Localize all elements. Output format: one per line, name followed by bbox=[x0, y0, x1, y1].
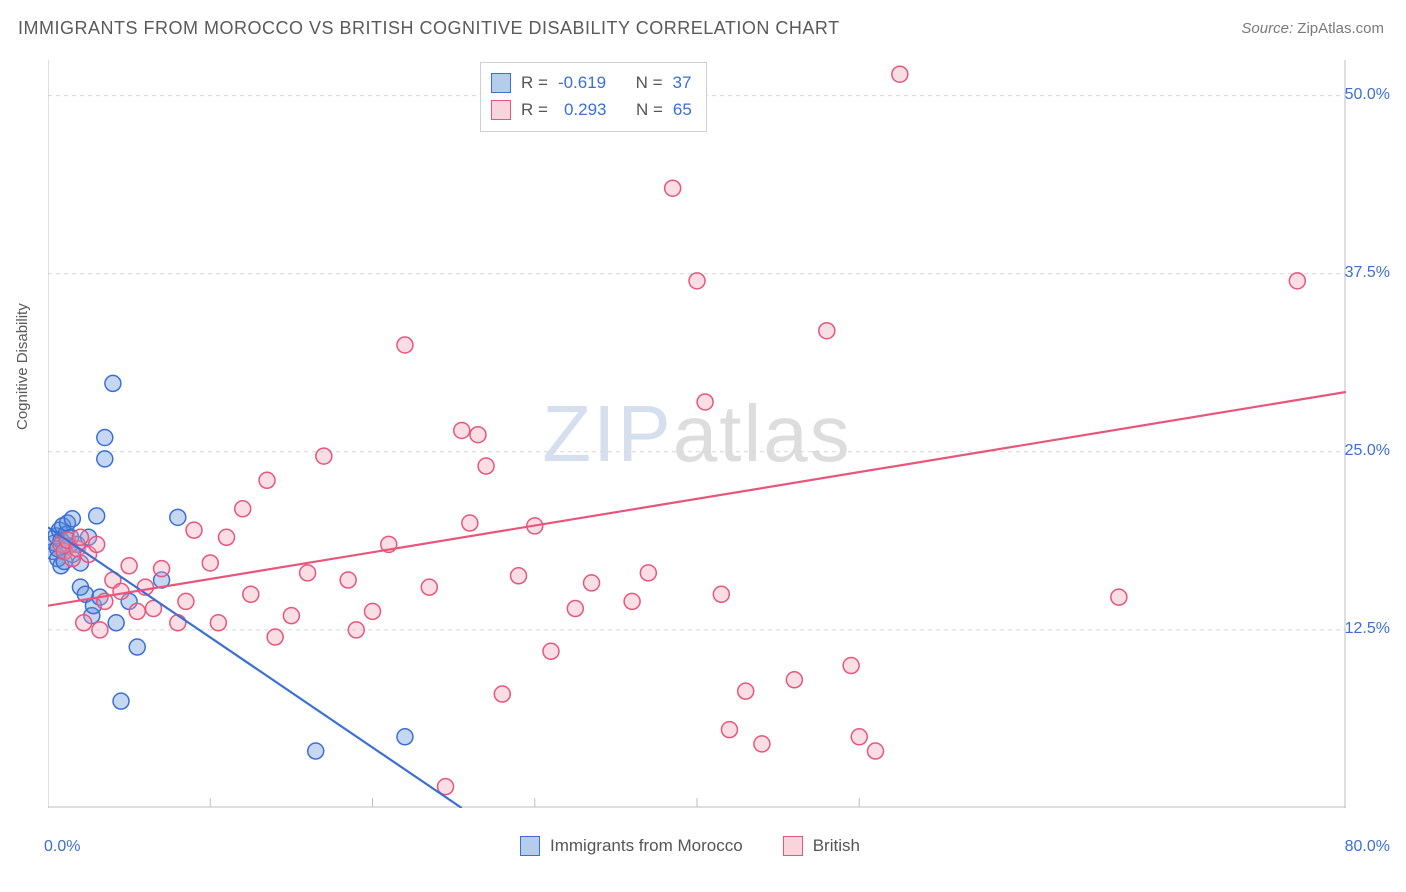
data-point bbox=[178, 593, 194, 609]
trend-line bbox=[48, 392, 1346, 606]
y-tick-label: 12.5% bbox=[1345, 620, 1390, 638]
data-point bbox=[1111, 589, 1127, 605]
british-r-value: 0.293 bbox=[558, 96, 607, 123]
swatch-british bbox=[491, 100, 511, 120]
data-point bbox=[92, 622, 108, 638]
swatch-morocco bbox=[520, 836, 540, 856]
x-axis-min-label: 0.0% bbox=[44, 838, 80, 856]
correlation-stats-box: R = -0.619 N = 37 R = 0.293 N = 65 bbox=[480, 62, 707, 132]
chart-title: IMMIGRANTS FROM MOROCCO VS BRITISH COGNI… bbox=[18, 18, 840, 39]
data-point bbox=[105, 375, 121, 391]
data-point bbox=[154, 561, 170, 577]
data-point bbox=[186, 522, 202, 538]
y-tick-label: 50.0% bbox=[1345, 86, 1390, 104]
plot-area: ZIPatlas bbox=[48, 60, 1346, 808]
data-point bbox=[202, 555, 218, 571]
data-point bbox=[97, 430, 113, 446]
data-point bbox=[76, 615, 92, 631]
data-point bbox=[624, 593, 640, 609]
data-point bbox=[121, 558, 137, 574]
data-point bbox=[421, 579, 437, 595]
data-point bbox=[892, 66, 908, 82]
data-point bbox=[584, 575, 600, 591]
data-point bbox=[713, 586, 729, 602]
data-point bbox=[129, 639, 145, 655]
source-label: Source: bbox=[1241, 20, 1293, 37]
source-attribution: Source: ZipAtlas.com bbox=[1241, 20, 1384, 37]
data-point bbox=[218, 529, 234, 545]
data-point bbox=[340, 572, 356, 588]
stats-row-british: R = 0.293 N = 65 bbox=[491, 96, 692, 123]
r-label: R = bbox=[521, 69, 548, 96]
data-point bbox=[72, 529, 88, 545]
data-point bbox=[640, 565, 656, 581]
data-point bbox=[511, 568, 527, 584]
data-point bbox=[308, 743, 324, 759]
data-point bbox=[97, 451, 113, 467]
r-label: R = bbox=[521, 96, 548, 123]
data-point bbox=[348, 622, 364, 638]
x-axis-max-label: 80.0% bbox=[1345, 838, 1390, 856]
data-point bbox=[689, 273, 705, 289]
data-point bbox=[867, 743, 883, 759]
data-point bbox=[316, 448, 332, 464]
legend-label-british: British bbox=[813, 836, 860, 856]
data-point bbox=[113, 693, 129, 709]
swatch-british bbox=[783, 836, 803, 856]
n-label: N = bbox=[636, 69, 663, 96]
data-point bbox=[851, 729, 867, 745]
data-point bbox=[470, 427, 486, 443]
british-n-value: 65 bbox=[673, 96, 692, 123]
data-point bbox=[210, 615, 226, 631]
data-point bbox=[494, 686, 510, 702]
data-point bbox=[108, 615, 124, 631]
y-tick-label: 25.0% bbox=[1345, 442, 1390, 460]
data-point bbox=[397, 337, 413, 353]
data-point bbox=[283, 608, 299, 624]
data-point bbox=[454, 422, 470, 438]
y-tick-label: 37.5% bbox=[1345, 264, 1390, 282]
data-point bbox=[259, 472, 275, 488]
data-point bbox=[170, 615, 186, 631]
data-point bbox=[64, 511, 80, 527]
morocco-n-value: 37 bbox=[673, 69, 692, 96]
data-point bbox=[129, 603, 145, 619]
data-point bbox=[397, 729, 413, 745]
data-point bbox=[754, 736, 770, 752]
data-point bbox=[462, 515, 478, 531]
data-point bbox=[786, 672, 802, 688]
legend-item-morocco: Immigrants from Morocco bbox=[520, 836, 743, 856]
stats-row-morocco: R = -0.619 N = 37 bbox=[491, 69, 692, 96]
morocco-r-value: -0.619 bbox=[558, 69, 606, 96]
source-value: ZipAtlas.com bbox=[1297, 20, 1384, 37]
data-point bbox=[567, 601, 583, 617]
data-point bbox=[738, 683, 754, 699]
data-point bbox=[243, 586, 259, 602]
bottom-legend: Immigrants from Morocco British bbox=[520, 836, 860, 856]
data-point bbox=[113, 583, 129, 599]
data-point bbox=[819, 323, 835, 339]
data-point bbox=[697, 394, 713, 410]
data-point bbox=[1289, 273, 1305, 289]
data-point bbox=[267, 629, 283, 645]
data-point bbox=[721, 722, 737, 738]
scatter-chart bbox=[48, 60, 1346, 808]
data-point bbox=[235, 501, 251, 517]
data-point bbox=[89, 536, 105, 552]
legend-label-morocco: Immigrants from Morocco bbox=[550, 836, 743, 856]
data-point bbox=[89, 508, 105, 524]
legend-item-british: British bbox=[783, 836, 860, 856]
data-point bbox=[665, 180, 681, 196]
data-point bbox=[543, 643, 559, 659]
data-point bbox=[300, 565, 316, 581]
y-axis-label: Cognitive Disability bbox=[14, 303, 31, 430]
trend-line bbox=[48, 527, 462, 808]
data-point bbox=[843, 658, 859, 674]
data-point bbox=[365, 603, 381, 619]
data-point bbox=[170, 509, 186, 525]
data-point bbox=[478, 458, 494, 474]
swatch-morocco bbox=[491, 73, 511, 93]
n-label: N = bbox=[636, 96, 663, 123]
